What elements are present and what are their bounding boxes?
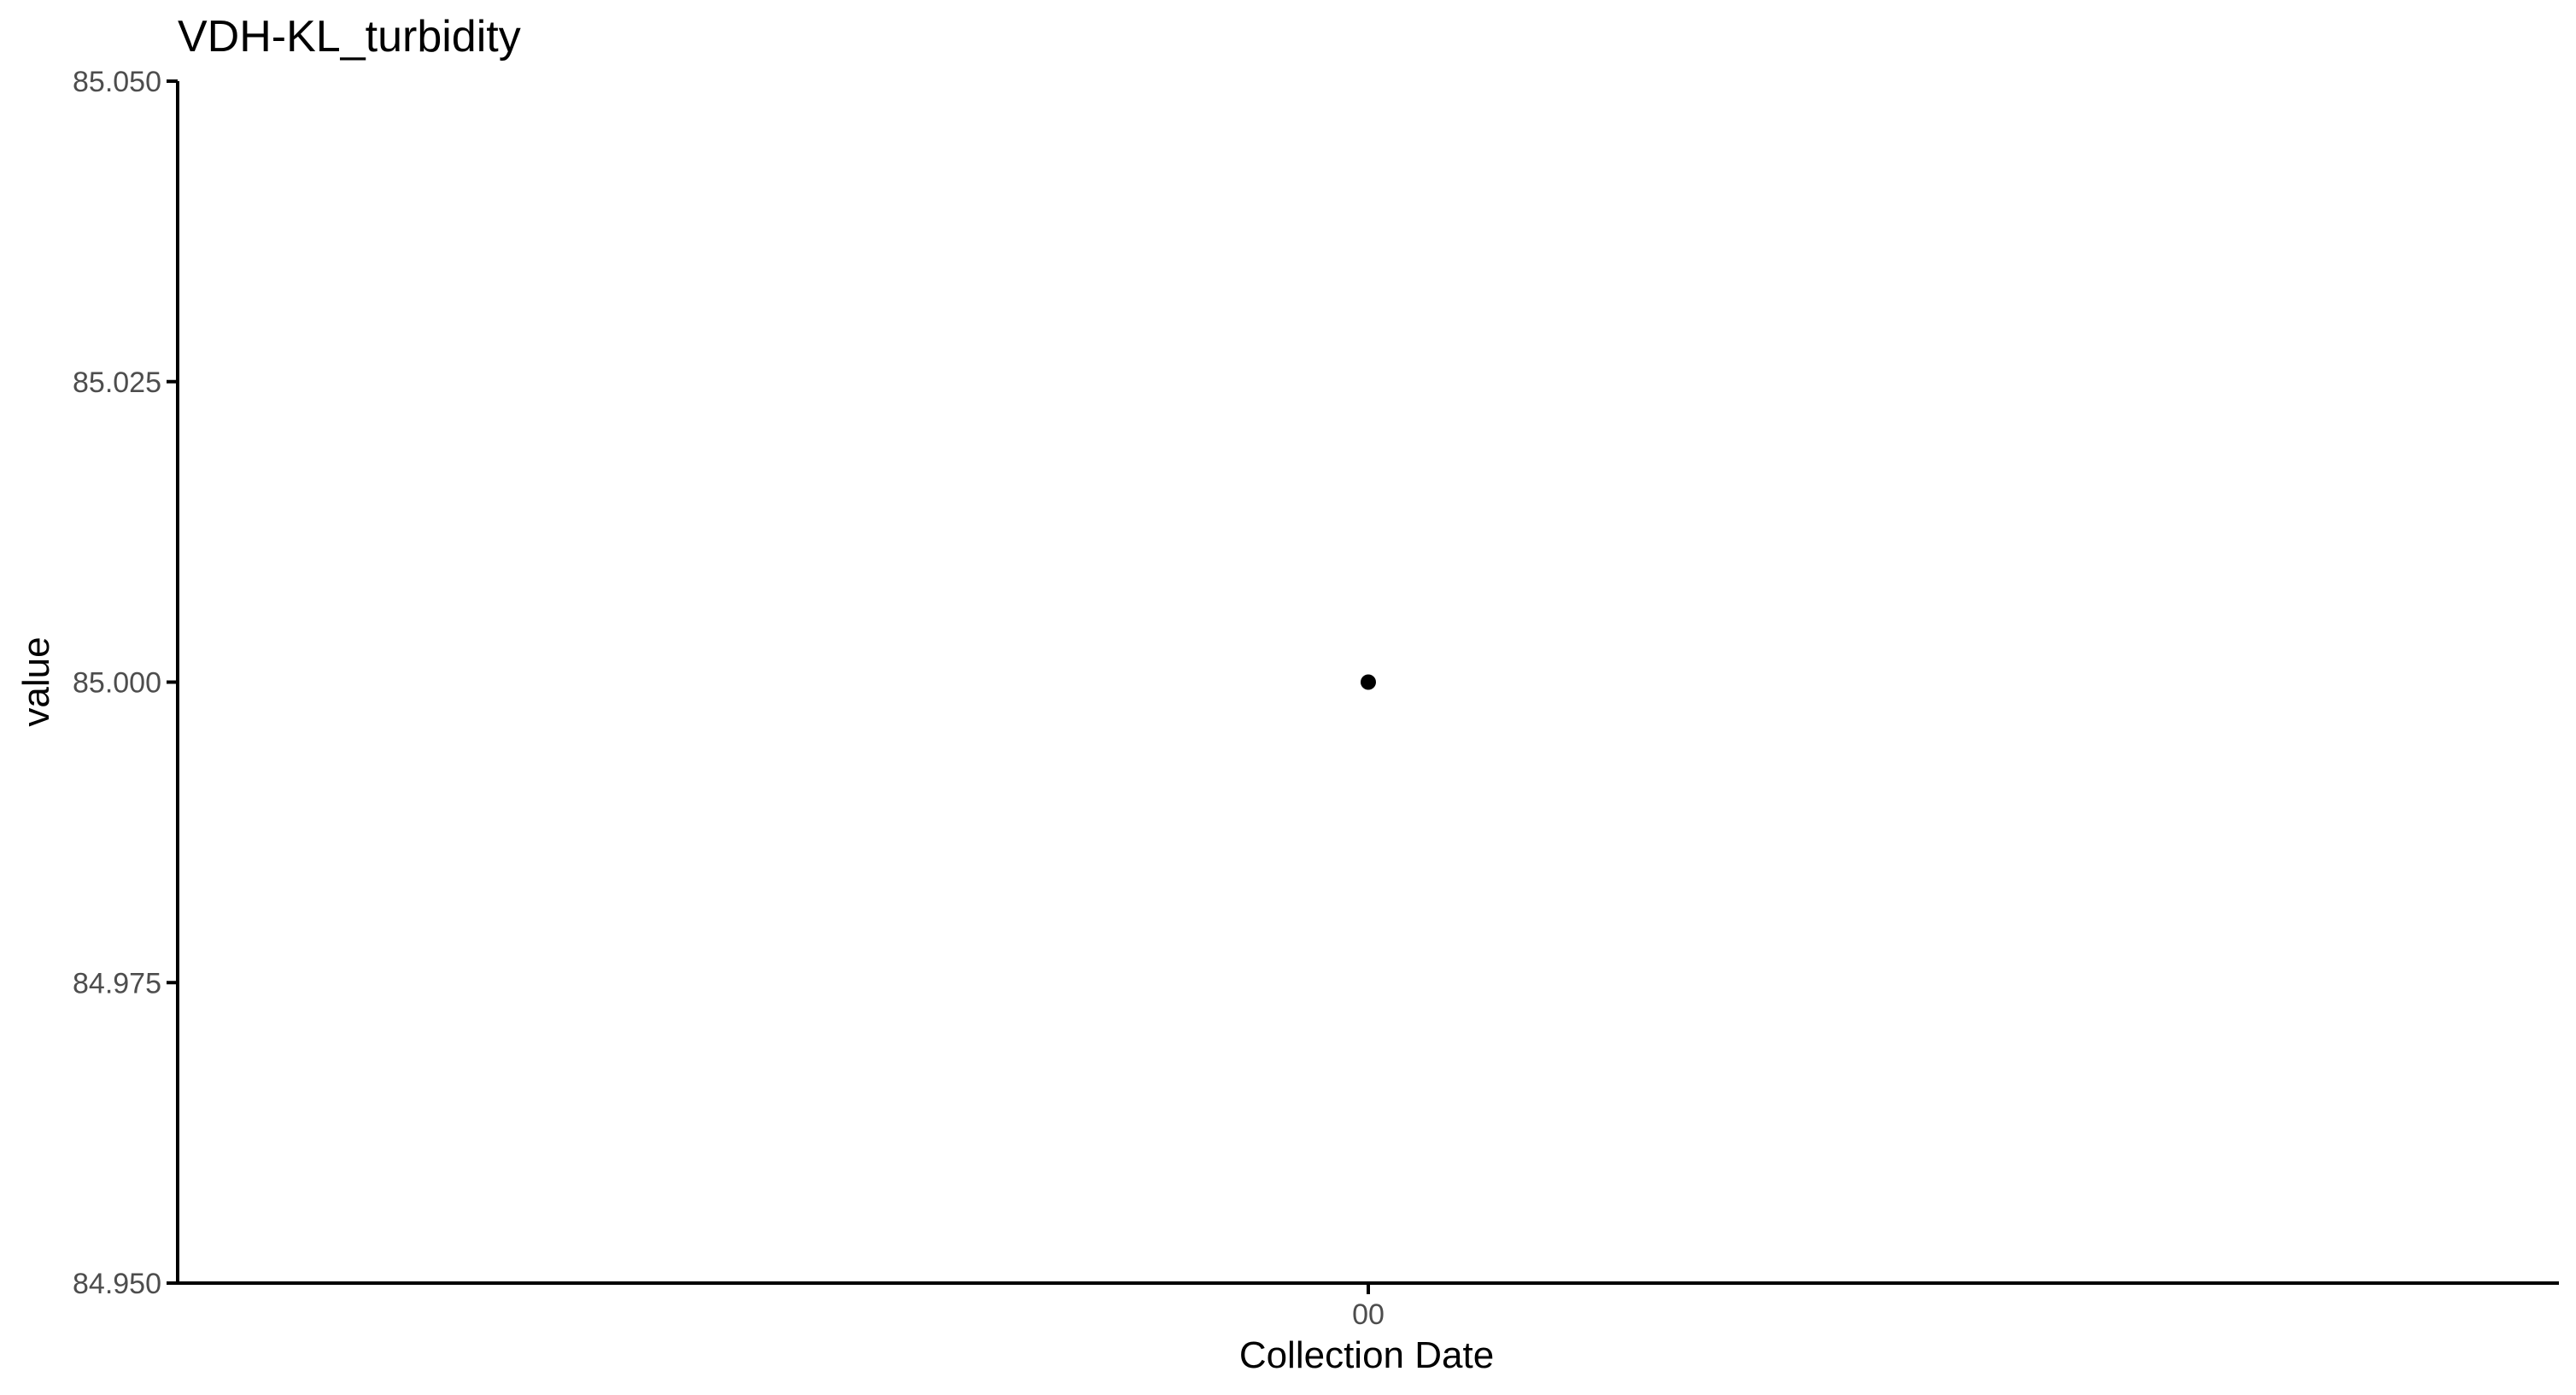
y-axis: 84.950 84.975 85.000 85.025 85.050 xyxy=(73,66,179,1300)
data-points xyxy=(1361,674,1376,690)
y-tick-label: 84.975 xyxy=(73,967,161,999)
y-tick-label: 85.050 xyxy=(73,66,161,98)
x-tick-label: 00 xyxy=(1352,1298,1385,1331)
y-axis-title: value xyxy=(15,636,57,726)
data-point xyxy=(1361,674,1376,690)
y-tick-label: 84.950 xyxy=(73,1268,161,1300)
chart-title: VDH-KL_turbidity xyxy=(178,12,521,62)
y-tick-label: 85.025 xyxy=(73,366,161,399)
y-tick-label: 85.000 xyxy=(73,667,161,700)
x-axis: 00 xyxy=(178,1281,2559,1331)
x-axis-title: Collection Date xyxy=(1239,1334,1494,1376)
